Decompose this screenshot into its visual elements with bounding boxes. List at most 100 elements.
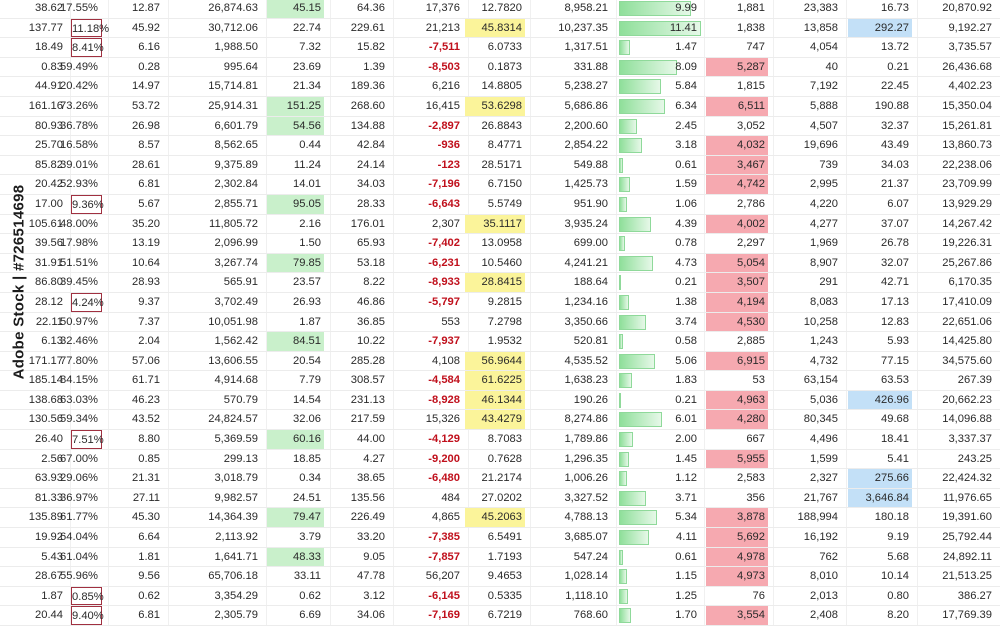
cell-col-f[interactable]: 308.57 (350, 374, 385, 387)
cell-col-m[interactable]: 63.53 (881, 374, 909, 387)
cell-col-e[interactable]: 2.16 (299, 217, 321, 230)
cell-col-g[interactable]: 6,216 (432, 80, 460, 93)
cell-col-i[interactable]: 3,350.66 (564, 315, 608, 328)
cell-col-g[interactable]: -7,196 (428, 178, 460, 191)
cell-col-h[interactable]: 14.8805 (481, 80, 522, 93)
cell-col-k[interactable]: 4,963 (706, 390, 768, 410)
cell-col-l[interactable]: 4,054 (810, 41, 838, 54)
cell-col-l[interactable]: 23,383 (803, 2, 838, 14)
cell-col-n[interactable]: 25,792.44 (942, 531, 992, 544)
cell-col-k[interactable]: 3,467 (706, 155, 768, 175)
cell-col-l[interactable]: 13,858 (803, 21, 838, 34)
cell-col-d[interactable]: 26,874.63 (208, 2, 258, 14)
cell-col-e[interactable]: 54.56 (267, 116, 324, 136)
cell-col-e[interactable]: 7.32 (299, 41, 321, 54)
cell-col-e[interactable]: 11.24 (293, 158, 321, 171)
cell-col-i[interactable]: 8,274.86 (564, 413, 608, 426)
cell-col-l[interactable]: 19,696 (803, 139, 838, 152)
cell-col-m[interactable]: 5.68 (887, 550, 909, 563)
cell-col-e[interactable]: 33.11 (293, 570, 321, 583)
cell-col-h[interactable]: 13.0958 (481, 237, 522, 250)
cell-col-bar-value[interactable]: 1.45 (675, 452, 697, 465)
cell-col-f[interactable]: 217.59 (350, 413, 385, 426)
cell-col-i[interactable]: 188.64 (573, 276, 608, 289)
cell-col-g[interactable]: 15,326 (425, 413, 460, 426)
table-row[interactable]: 6.13 32.46% 2.04 1,562.42 84.51 10.22 -7,937 1.… (0, 332, 1000, 352)
cell-col-c[interactable]: 9.37 (138, 295, 160, 308)
cell-col-i[interactable]: 1,118.10 (565, 589, 608, 602)
cell-col-g[interactable]: 553 (441, 315, 460, 328)
table-row[interactable]: 1.87 0.85% 0.62 3,354.29 0.62 3.12 -6,145 0.533… (0, 586, 1000, 607)
cell-col-f[interactable]: 226.49 (350, 511, 385, 524)
cell-col-f[interactable]: 4.27 (363, 452, 385, 465)
cell-col-bar-value[interactable]: 1.06 (675, 197, 697, 210)
cell-col-c[interactable]: 0.62 (138, 589, 160, 602)
cell-col-f[interactable]: 28.33 (357, 197, 385, 210)
cell-col-a[interactable]: 86.80 (35, 276, 63, 289)
cell-col-bar-value[interactable]: 1.70 (675, 609, 697, 622)
cell-col-f[interactable]: 134.88 (350, 119, 385, 132)
table-row[interactable]: 63.93 29.06% 21.31 3,018.79 0.34 38.65 -6,480 2… (0, 469, 1000, 489)
cell-col-l[interactable]: 1,243 (810, 335, 838, 348)
cell-col-g[interactable]: -6,145 (428, 589, 460, 602)
cell-col-e[interactable]: 45.15 (267, 0, 324, 18)
cell-col-c[interactable]: 0.85 (138, 452, 160, 465)
cell-col-e[interactable]: 32.06 (293, 413, 321, 426)
cell-col-k[interactable]: 4,194 (706, 292, 768, 312)
cell-col-d[interactable]: 9,375.89 (214, 158, 258, 171)
cell-col-l[interactable]: 4,732 (810, 354, 838, 367)
cell-col-pct[interactable]: 20.42% (60, 80, 98, 93)
cell-col-d[interactable]: 1,641.71 (214, 550, 258, 563)
cell-col-l[interactable]: 21,767 (803, 491, 838, 504)
cell-col-bar-value[interactable]: 2.00 (675, 433, 697, 446)
cell-col-bar-value[interactable]: 5.06 (675, 354, 697, 367)
cell-col-k[interactable]: 4,973 (706, 567, 768, 586)
cell-col-a[interactable]: 135.89 (28, 511, 63, 524)
cell-col-g[interactable]: 484 (441, 491, 460, 504)
table-row[interactable]: 38.62 17.55% 12.87 26,874.63 45.15 64.36 17,37… (0, 0, 1000, 19)
cell-col-a[interactable]: 161.16 (28, 99, 63, 112)
cell-col-l[interactable]: 1,969 (810, 237, 838, 250)
table-row[interactable]: 17.00 9.36% 5.67 2,855.71 95.05 28.33 -6,643 5.… (0, 194, 1000, 215)
cell-col-i[interactable]: 5,238.27 (564, 80, 608, 93)
cell-col-l[interactable]: 2,013 (810, 589, 838, 602)
cell-col-c[interactable]: 21.31 (132, 472, 160, 485)
cell-col-h[interactable]: 8.7083 (487, 433, 522, 446)
cell-col-i[interactable]: 1,789.86 (564, 433, 608, 446)
cell-col-i[interactable]: 3,327.52 (564, 491, 608, 504)
cell-col-m[interactable]: 13.72 (881, 41, 909, 54)
table-row[interactable]: 80.93 36.78% 26.98 6,601.79 54.56 134.88 -2,89… (0, 116, 1000, 137)
cell-col-l[interactable]: 8,907 (810, 256, 838, 269)
table-row[interactable]: 22.11 50.97% 7.37 10,051.98 1.87 36.85 553 7.27… (0, 312, 1000, 333)
cell-col-e[interactable]: 18.85 (293, 452, 321, 465)
cell-col-h[interactable]: 9.4653 (487, 570, 522, 583)
cell-col-a[interactable]: 39.56 (35, 237, 63, 250)
cell-col-m[interactable]: 9.19 (887, 531, 909, 544)
cell-col-i[interactable]: 520.81 (573, 335, 608, 348)
cell-col-d[interactable]: 3,354.29 (214, 589, 258, 602)
table-row[interactable]: 39.56 17.98% 13.19 2,096.99 1.50 65.93 -7,402 1… (0, 234, 1000, 254)
cell-col-h[interactable]: 45.8314 (465, 18, 525, 38)
cell-col-m[interactable]: 5.93 (887, 335, 909, 348)
cell-col-d[interactable]: 24,824.57 (208, 413, 258, 426)
cell-col-e[interactable]: 0.62 (299, 589, 321, 602)
cell-col-m[interactable]: 32.37 (881, 119, 909, 132)
table-row[interactable]: 137.77 11.18% 45.92 30,712.06 22.74 229.61 21,… (0, 18, 1000, 39)
cell-col-c[interactable]: 8.57 (138, 139, 160, 152)
cell-col-k[interactable]: 1,881 (737, 2, 765, 14)
cell-col-h[interactable]: 1.9532 (487, 335, 522, 348)
cell-col-m[interactable]: 0.21 (887, 60, 909, 73)
cell-col-i[interactable]: 951.90 (573, 197, 608, 210)
cell-col-a[interactable]: 38.62 (35, 2, 63, 14)
cell-col-pct[interactable]: 7.51% (71, 430, 104, 449)
cell-col-e[interactable]: 79.85 (267, 253, 324, 273)
cell-col-n[interactable]: 14,096.88 (942, 413, 992, 426)
cell-col-i[interactable]: 1,638.23 (564, 374, 608, 387)
cell-col-bar-value[interactable]: 3.18 (675, 139, 697, 152)
cell-col-f[interactable]: 229.61 (350, 21, 385, 34)
cell-col-k[interactable]: 2,885 (737, 335, 765, 348)
cell-col-c[interactable]: 1.81 (138, 550, 160, 563)
cell-col-e[interactable]: 22.74 (293, 21, 321, 34)
cell-col-n[interactable]: 24,892.11 (943, 550, 992, 563)
cell-col-pct[interactable]: 36.97% (60, 491, 98, 504)
